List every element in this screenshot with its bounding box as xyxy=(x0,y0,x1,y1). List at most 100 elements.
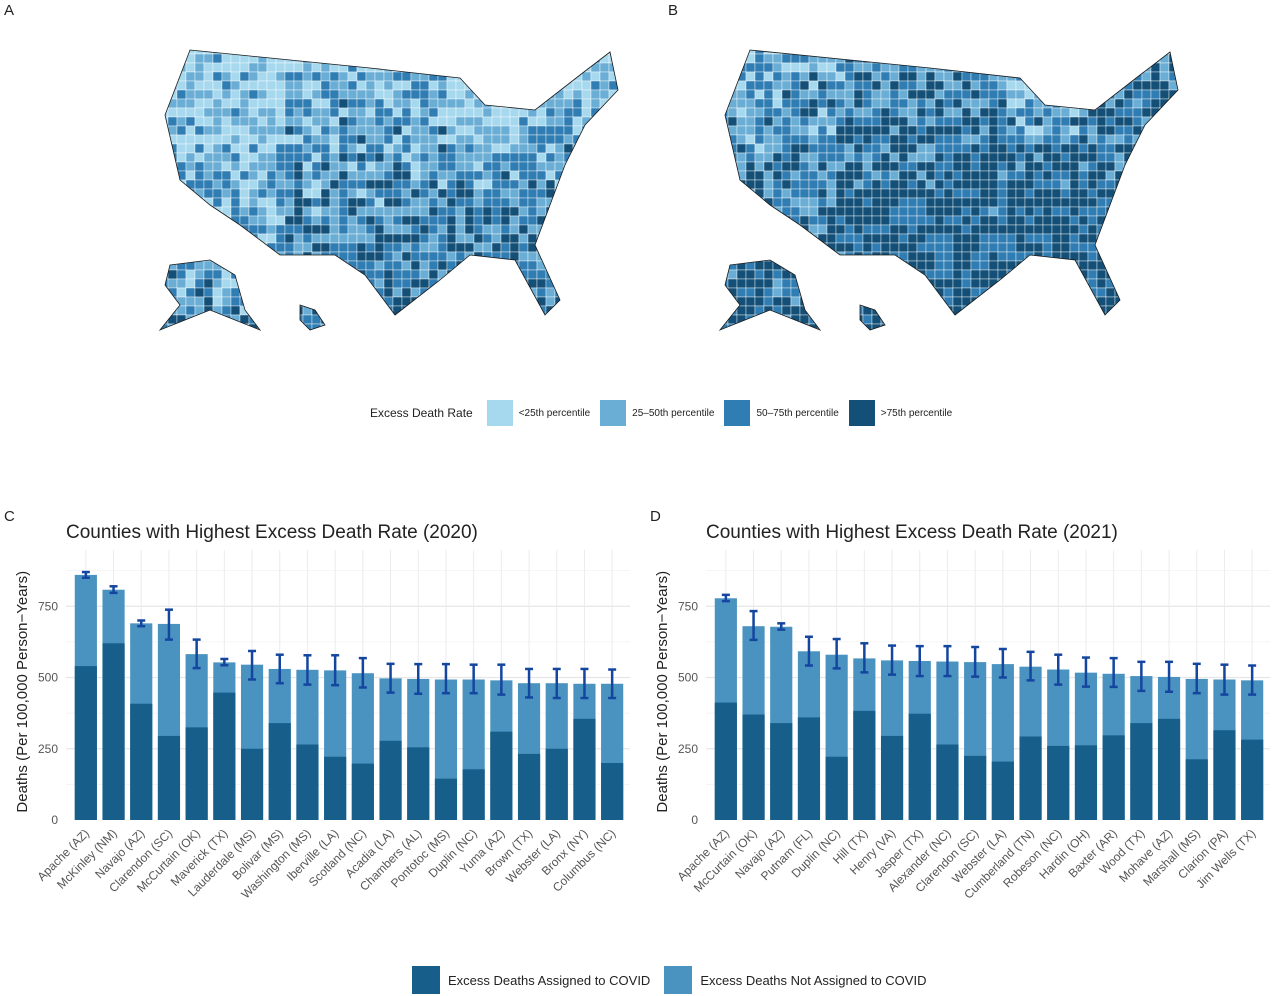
county-tile xyxy=(302,125,313,136)
county-tile xyxy=(221,197,232,208)
county-tile xyxy=(1123,278,1134,289)
county-tile xyxy=(491,215,502,226)
county-tile xyxy=(150,45,159,54)
county-tile xyxy=(808,134,819,145)
error-bar xyxy=(915,644,924,678)
county-tile xyxy=(727,50,738,55)
county-tile xyxy=(527,197,538,208)
county-tile xyxy=(302,89,313,100)
bar-covid xyxy=(1047,745,1070,820)
county-tile xyxy=(754,314,765,325)
county-tile xyxy=(455,314,466,325)
county-tile xyxy=(176,53,187,64)
county-tile xyxy=(509,134,520,145)
county-tile xyxy=(808,242,819,253)
county-tile xyxy=(518,116,529,127)
county-tile xyxy=(266,161,277,172)
county-tile xyxy=(710,171,719,180)
county-tile xyxy=(482,134,493,145)
county-tile xyxy=(239,215,250,226)
bar-covid xyxy=(825,756,848,820)
county-tile xyxy=(1150,260,1161,271)
county-tile xyxy=(934,125,945,136)
county-tile xyxy=(599,296,610,307)
county-tile xyxy=(790,179,801,190)
county-tile xyxy=(581,53,592,64)
county-tile xyxy=(509,215,520,226)
county-tile xyxy=(988,50,999,55)
county-tile xyxy=(374,107,385,118)
county-tile xyxy=(970,314,981,325)
county-tile xyxy=(464,53,475,64)
county-tile xyxy=(527,179,538,190)
county-tile xyxy=(1096,107,1107,118)
county-tile xyxy=(212,188,223,199)
county-tile xyxy=(428,323,439,330)
county-tile xyxy=(844,161,855,172)
county-tile xyxy=(817,215,828,226)
county-tile xyxy=(997,215,1008,226)
county-tile xyxy=(952,50,963,55)
county-tile xyxy=(500,188,511,199)
county-tile xyxy=(880,53,891,64)
county-tile xyxy=(934,260,945,271)
county-tile xyxy=(500,323,511,330)
county-tile xyxy=(248,305,259,316)
county-tile xyxy=(374,80,385,91)
county-tile xyxy=(608,98,618,109)
error-bar xyxy=(1192,662,1201,695)
county-tile xyxy=(500,197,511,208)
county-tile xyxy=(1069,134,1080,145)
county-tile xyxy=(754,125,765,136)
county-tile xyxy=(781,152,792,163)
county-tile xyxy=(455,125,466,136)
county-tile xyxy=(1060,278,1071,289)
county-tile xyxy=(1069,224,1080,235)
county-tile xyxy=(194,296,205,307)
county-tile xyxy=(772,197,783,208)
county-tile xyxy=(800,333,809,342)
county-tile xyxy=(1159,50,1170,55)
county-tile xyxy=(970,206,981,217)
county-tile xyxy=(150,333,159,342)
county-tile xyxy=(230,80,241,91)
county-tile xyxy=(320,305,331,316)
county-tile xyxy=(221,170,232,181)
county-tile xyxy=(545,71,556,82)
error-bar xyxy=(275,653,284,685)
county-tile xyxy=(1177,134,1178,145)
county-tile xyxy=(1096,224,1107,235)
county-tile xyxy=(356,143,367,154)
county-tile xyxy=(338,170,349,181)
county-tile xyxy=(1105,242,1116,253)
county-tile xyxy=(1123,116,1134,127)
county-tile xyxy=(1159,233,1170,244)
county-tile xyxy=(338,143,349,154)
county-tile xyxy=(1141,296,1152,307)
county-tile xyxy=(545,152,556,163)
county-tile xyxy=(1042,296,1053,307)
county-tile xyxy=(428,215,439,226)
county-tile xyxy=(590,323,601,330)
county-tile xyxy=(239,242,250,253)
county-tile xyxy=(1033,179,1044,190)
county-tile xyxy=(907,53,918,64)
error-bar xyxy=(1220,663,1229,696)
county-tile xyxy=(509,89,520,100)
county-tile xyxy=(871,89,882,100)
county-tile xyxy=(455,71,466,82)
county-tile xyxy=(212,314,223,325)
county-tile xyxy=(302,161,313,172)
county-tile xyxy=(509,278,520,289)
bar-chart-2020: Counties with Highest Excess Death Rate … xyxy=(14,522,630,901)
county-tile xyxy=(826,179,837,190)
county-tile xyxy=(563,161,574,172)
county-tile xyxy=(1132,179,1143,190)
county-tile xyxy=(230,50,241,55)
county-tile xyxy=(1177,233,1178,244)
county-tile xyxy=(1123,53,1134,64)
county-tile xyxy=(1150,62,1161,73)
county-tile xyxy=(518,161,529,172)
county-tile xyxy=(1141,188,1152,199)
county-tile xyxy=(925,143,936,154)
